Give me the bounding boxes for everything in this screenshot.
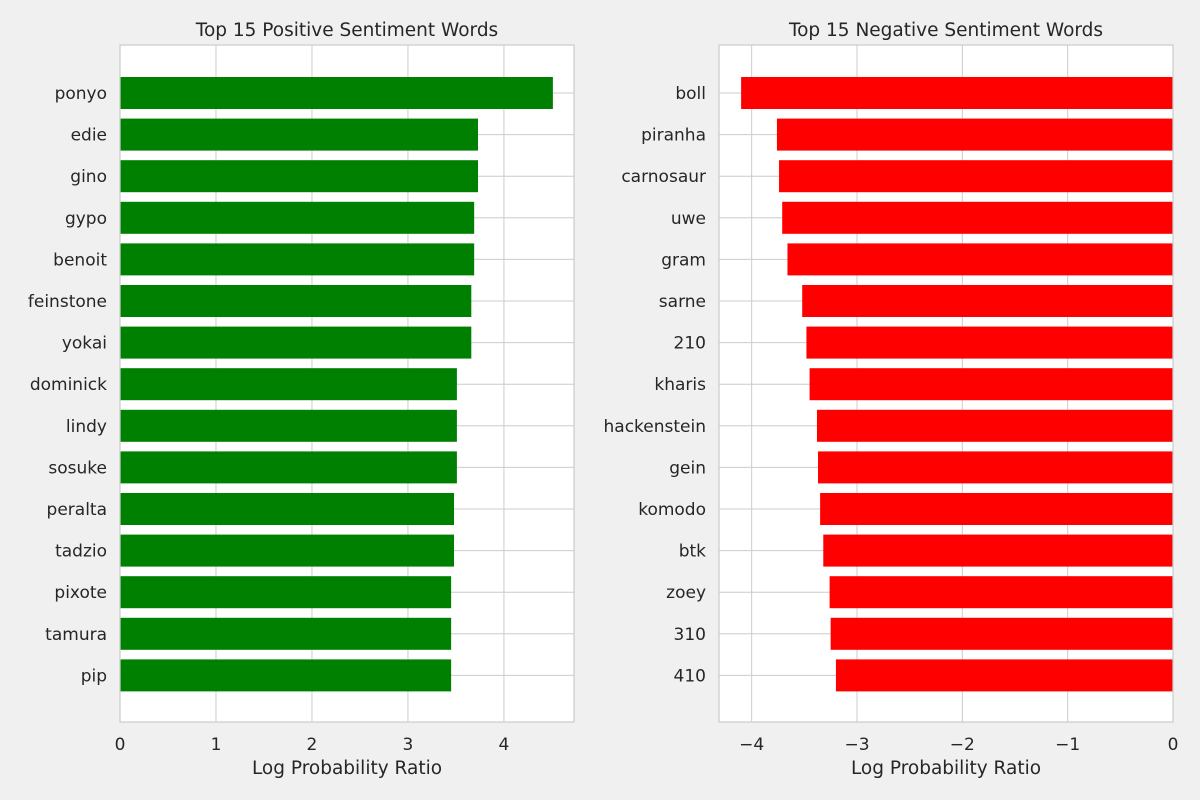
y-tick-label: 210 [674,334,706,354]
bar-sosuke [120,451,457,484]
y-tick-label: pixote [54,583,107,603]
negative-words-chart: boll piranha carnosaur uwe gram sarne 210 khari… [604,20,1179,779]
y-tick-label: tamura [45,625,107,645]
bar-pixote [120,576,452,609]
bar-sarne [802,285,1173,317]
y-tick-label: 310 [674,625,706,645]
y-tick-label: gram [661,250,706,270]
bar-btk [823,534,1173,567]
x-tick-label: −4 [739,735,764,755]
x-tick-label: −2 [950,735,975,755]
bar-tamura [120,617,452,650]
bar-310 [830,617,1173,650]
bar-gram [787,243,1173,276]
bar-lindy [120,409,457,442]
bar-boll [741,77,1173,109]
positive-words-chart: ponyo edie gino gypo benoit feinstone yokai dom… [28,20,575,779]
bar-hackenstein [816,409,1173,442]
y-tick-label: edie [71,126,107,146]
bar-gein [818,451,1173,484]
y-tick-label: ponyo [55,84,107,104]
bar-410 [835,659,1173,692]
y-tick-label: peralta [47,500,107,520]
y-tick-label: piranha [641,126,706,146]
bar-zoey [829,576,1173,609]
bar-kharis [809,368,1173,401]
x-tick-label: −1 [1055,735,1080,755]
y-tick-label: zoey [666,583,706,603]
y-tick-label: kharis [654,375,706,395]
axes-border [718,44,1174,723]
bar-yokai [120,326,472,359]
bar-gypo [120,201,475,234]
bar-komodo [820,493,1173,525]
y-tick-label: tadzio [55,542,107,562]
y-tick-label: 410 [674,666,706,686]
y-tick-label: uwe [671,209,706,229]
bar-piranha [776,118,1173,151]
y-tick-label: gypo [65,209,107,229]
x-tick-label: −3 [844,735,869,755]
y-tick-label: sarne [659,292,706,312]
y-tick-label: carnosaur [621,167,706,187]
x-tick-label: 1 [211,735,222,755]
bar-ponyo [120,77,553,109]
bar-feinstone [120,285,472,317]
y-tick-label: boll [675,84,706,104]
axes-border [119,44,575,723]
y-tick-label: pip [81,666,107,686]
x-tick-label: 0 [1168,735,1179,755]
y-tick-label: komodo [638,500,706,520]
y-tick-label: benoit [53,250,107,270]
y-tick-label: sosuke [48,458,107,478]
bar-gino [120,160,479,193]
bar-edie [120,118,479,151]
y-tick-label: lindy [66,417,107,437]
bar-210 [806,326,1173,359]
bar-dominick [120,368,457,401]
x-tick-label: 4 [499,735,510,755]
y-tick-label: hackenstein [604,417,707,437]
chart-title: Top 15 Negative Sentiment Words [788,20,1103,41]
chart-title: Top 15 Positive Sentiment Words [195,20,498,41]
bar-carnosaur [779,160,1173,193]
x-tick-label: 3 [403,735,414,755]
x-tick-label: 0 [115,735,126,755]
y-tick-label: gino [70,167,107,187]
bar-peralta [120,493,455,525]
x-axis-label: Log Probability Ratio [252,758,442,779]
y-tick-label: feinstone [28,292,107,312]
y-tick-label: gein [669,458,706,478]
y-tick-label: btk [679,542,706,562]
x-tick-label: 2 [307,735,318,755]
y-tick-label: dominick [30,375,107,395]
bar-pip [120,659,452,692]
bar-benoit [120,243,475,276]
bar-tadzio [120,534,455,567]
bar-uwe [782,201,1173,234]
x-axis-label: Log Probability Ratio [851,758,1041,779]
y-tick-label: yokai [62,334,107,354]
